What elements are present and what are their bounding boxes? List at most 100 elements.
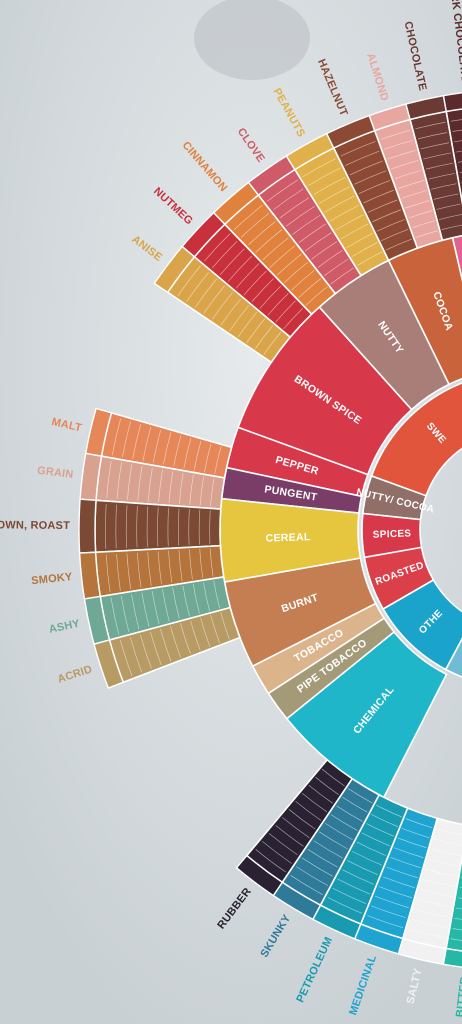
outer-hatch-grain [158, 469, 163, 503]
outer-hatch-peanuts [340, 223, 369, 240]
outer-hatch-dark-chocolate [454, 140, 462, 143]
inner-segment-roasted [363, 546, 435, 611]
outer-hatch-chocolate [425, 162, 453, 170]
outer-tab-hazelnut [325, 114, 376, 149]
outer-hatch-almond [391, 160, 419, 170]
outer-hatch-peanuts [351, 242, 378, 258]
outer-hatch-nutmeg [267, 293, 289, 316]
outer-hatch-clove [317, 250, 343, 268]
outer-hatch-rubber [282, 817, 310, 838]
outer-hatch-medicinal [371, 905, 406, 919]
outer-tab-cinnamon [212, 181, 260, 226]
outer-hatch-acrid [150, 631, 162, 665]
outer-hatch-salty [436, 828, 462, 836]
outer-tab-malt [84, 407, 113, 458]
outer-hatch-smoky [116, 553, 121, 591]
outer-hatch-cinnamon [262, 237, 289, 261]
outer-hatch-nutmeg [251, 278, 274, 303]
outer-hatch-clove [279, 197, 310, 219]
outer-hatch-salty [416, 898, 451, 908]
outer-hatch-salty [425, 868, 457, 877]
outer-hatch-peanuts [335, 214, 364, 231]
outer-hatch-skunky [336, 805, 363, 822]
outer-hatch-salty [430, 848, 461, 857]
outer-hatch-own-roast [209, 510, 211, 545]
ceiling-reflection [194, 0, 310, 80]
outer-hatch-salty [408, 928, 446, 939]
inner-segment-pape [444, 637, 462, 678]
outer-hatch-skunky [348, 788, 373, 804]
outer-tab-rubber [235, 854, 284, 897]
outer-hatch-clove [273, 188, 304, 211]
outer-tab-anise [153, 245, 196, 294]
outer-hatch-clove [266, 179, 299, 202]
outer-hatch-petroleum [332, 887, 367, 904]
outer-hatch-smoky [199, 549, 204, 579]
outer-hatch-nutmeg [283, 307, 304, 330]
outer-hatch-medicinal [394, 847, 424, 859]
outer-hatch-acrid [160, 628, 172, 662]
outer-hatch-chocolate [423, 152, 451, 160]
wheel-rings [78, 92, 462, 968]
outer-hatch-nutmeg [227, 255, 253, 282]
outer-hatch-petroleum [366, 823, 394, 837]
outer-hatch-ashy [162, 589, 170, 622]
outer-hatch-acrid [140, 634, 152, 669]
outer-hatch-chocolate [415, 121, 446, 130]
outer-hatch-nutmeg [235, 263, 260, 289]
outer-hatch-rubber [262, 841, 292, 864]
outer-hatch-acrid [200, 617, 211, 647]
outer-tab-bitter [442, 947, 462, 968]
outer-hatch-own-roast [146, 506, 149, 547]
outer-hatch-anise [263, 331, 282, 355]
outer-hatch-own-roast [136, 505, 138, 548]
outer-hatch-ashy [182, 585, 190, 617]
outer-hatch-almond [394, 170, 422, 180]
outer-tab-skunky [272, 881, 322, 921]
outer-hatch-anise [212, 292, 233, 320]
outer-hatch-cinnamon [269, 245, 296, 268]
middle-label-cereal: CEREAL [265, 531, 311, 545]
outer-label-smoky: SMOKY [31, 571, 74, 587]
outer-hatch-hazelnut [354, 170, 387, 185]
outer-hatch-bitter [459, 887, 462, 889]
outer-hatch-own-roast [115, 504, 117, 549]
outer-hatch-clove [330, 267, 354, 285]
outer-hatch-nutmeg [219, 248, 245, 276]
outer-hatch-cinnamon [233, 204, 263, 231]
outer-hatch-medicinal [401, 827, 430, 839]
outer-hatch-cinnamon [291, 270, 315, 291]
outer-tab-clove [247, 155, 296, 197]
outer-hatch-almond [408, 210, 433, 219]
outer-hatch-skunky [313, 840, 343, 859]
outer-hatch-salty [411, 918, 448, 928]
outer-hatch-own-roast [177, 508, 180, 546]
outer-hatch-rubber [255, 849, 286, 873]
outer-hatch-malt [163, 432, 172, 465]
outer-tab-acrid [93, 639, 125, 689]
outer-hatch-grain [116, 462, 122, 500]
outer-tab-ashy [83, 595, 111, 645]
outer-tab-medicinal [353, 923, 404, 955]
outer-hatch-cinnamon [305, 286, 328, 306]
outer-hatch-petroleum [371, 814, 398, 827]
outer-hatch-hazelnut [358, 180, 391, 195]
outer-hatch-chocolate [436, 203, 461, 210]
middle-segment-tobacco [251, 602, 386, 695]
outer-hatch-malt [132, 424, 142, 459]
outer-hatch-peanuts [318, 186, 350, 204]
outer-tab-chocolate [405, 94, 448, 121]
outer-tab-petroleum [312, 904, 362, 940]
outer-hatch-dark-chocolate [459, 171, 462, 173]
outer-hatch-acrid [170, 626, 182, 658]
outer-hatch-smoky [105, 554, 111, 593]
outer-hatch-own-roast [105, 503, 107, 549]
outer-hatch-smoky [157, 551, 162, 585]
outer-hatch-bitter [456, 907, 462, 910]
outer-tab-smoky [78, 551, 102, 600]
outer-hatch-acrid [180, 623, 191, 655]
outer-hatch-chocolate [433, 193, 459, 200]
outer-hatch-hazelnut [372, 209, 402, 223]
outer-hatch-clove [298, 223, 326, 244]
